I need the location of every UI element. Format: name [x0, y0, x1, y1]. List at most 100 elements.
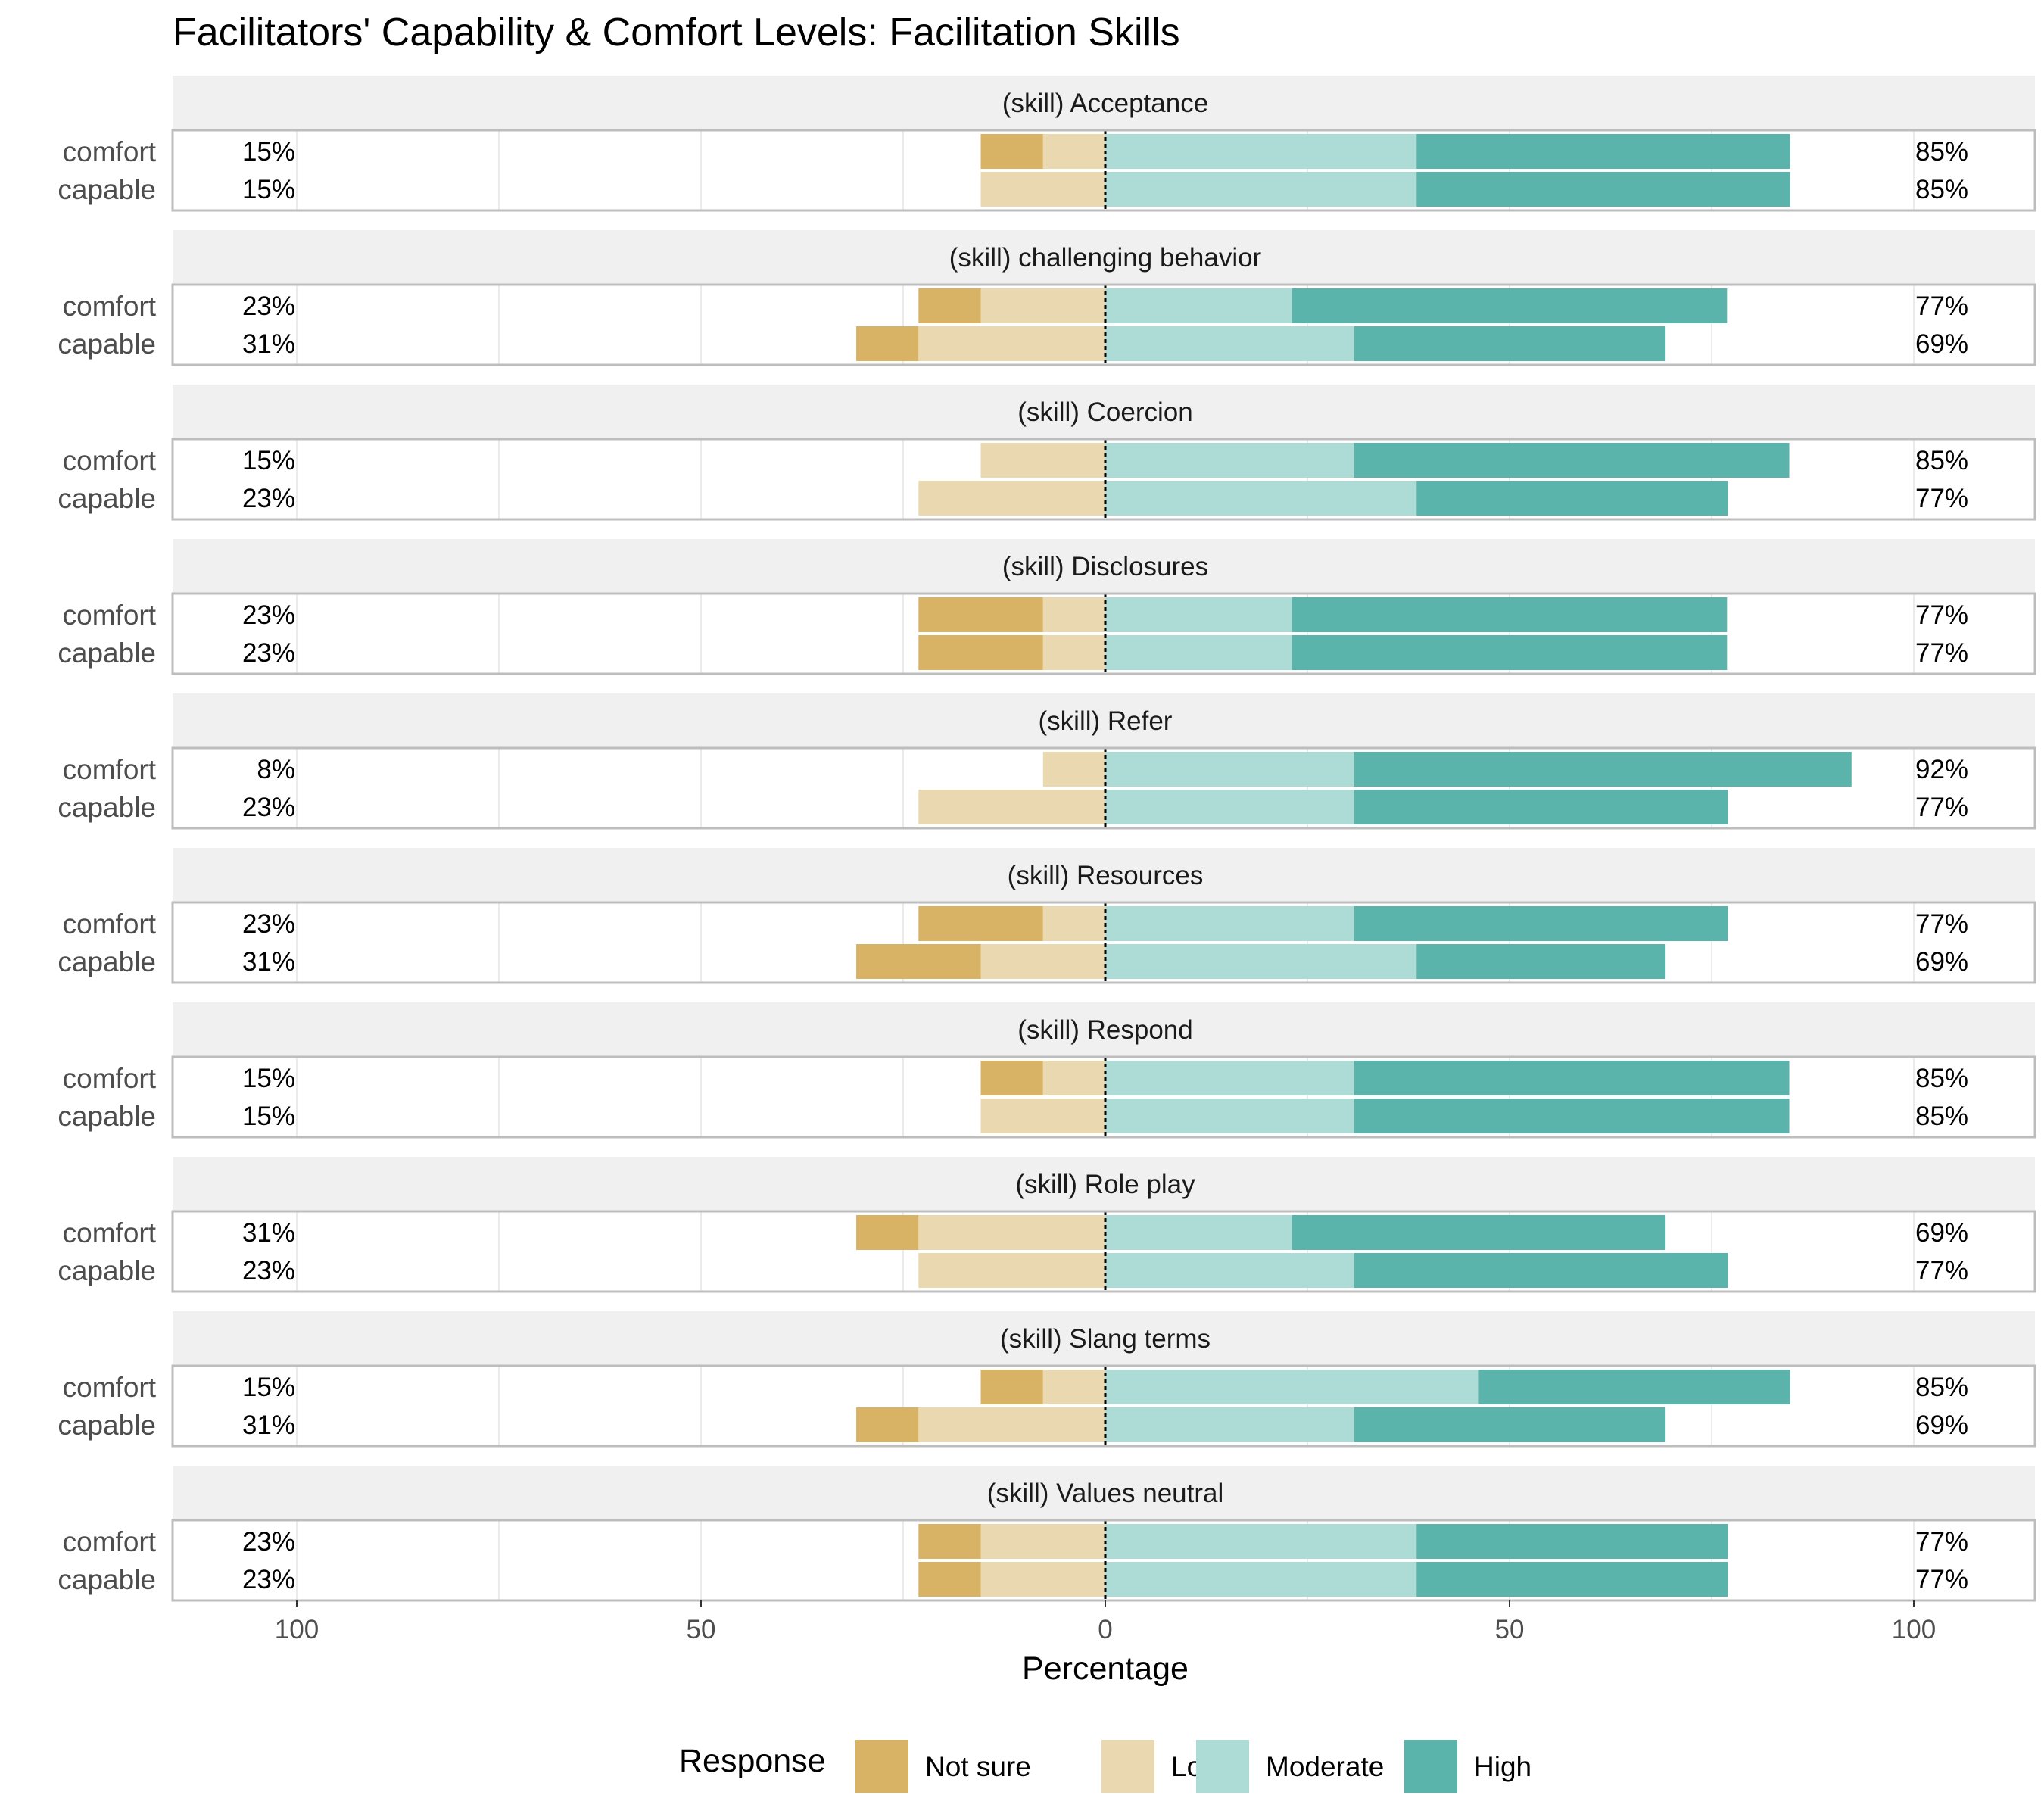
bar-moderate: [1105, 597, 1292, 632]
row-label-comfort: comfort: [63, 754, 157, 785]
facet-10: (skill) Values neutral comfort 23% 77% capab…: [58, 1466, 2036, 1602]
bar-low: [980, 172, 1105, 207]
right-percent-label: 77%: [1915, 1527, 1968, 1557]
bar-not-sure: [980, 1370, 1043, 1404]
facet-panel-border: [171, 438, 2036, 521]
right-percent-label: 69%: [1915, 1410, 1968, 1440]
bar-low: [1042, 1370, 1105, 1404]
x-tick-label: 50: [687, 1615, 716, 1644]
right-percent-label: 85%: [1915, 137, 1968, 167]
legend-swatch: [1404, 1740, 1457, 1793]
bar-moderate: [1105, 1562, 1417, 1597]
row-label-capable: capable: [58, 1101, 156, 1132]
bar-not-sure: [918, 1524, 981, 1559]
bar-not-sure: [918, 597, 1043, 632]
facet-3: (skill) Coercion comfort 15% 85% capable 23% 7…: [58, 385, 2036, 521]
bar-high: [1292, 635, 1728, 670]
facet-5: (skill) Refer comfort 8% 92% capable 23% 77%: [58, 693, 2036, 830]
right-percent-label: 85%: [1915, 1102, 1968, 1131]
left-percent-label: 31%: [242, 1410, 295, 1440]
facet-panel-border: [171, 1364, 2036, 1448]
x-tick-label: 100: [1892, 1615, 1936, 1644]
legend-item-moderate: Moderate: [1196, 1740, 1384, 1793]
right-percent-label: 77%: [1915, 909, 1968, 939]
row-label-comfort: comfort: [63, 136, 157, 167]
facet-strip: [173, 1002, 2035, 1057]
row-label-comfort: comfort: [63, 908, 157, 940]
legend-swatch: [1196, 1740, 1249, 1793]
bar-not-sure: [856, 1215, 919, 1250]
facet-panel-border: [171, 592, 2036, 675]
facet-strip: [173, 1157, 2035, 1211]
left-percent-label: 15%: [242, 1373, 295, 1402]
row-label-capable: capable: [58, 792, 156, 823]
row-label-capable: capable: [58, 637, 156, 669]
facets: (skill) Acceptance comfort 15% 85% capable 15…: [58, 76, 2036, 1602]
bar-low: [980, 1524, 1105, 1559]
bar-high: [1416, 134, 1790, 169]
left-percent-label: 31%: [242, 329, 295, 359]
legend-title: Response: [679, 1743, 826, 1779]
row-label-comfort: comfort: [63, 1526, 157, 1557]
facet-strip: [173, 230, 2035, 285]
bar-moderate: [1105, 1253, 1354, 1288]
row-label-capable: capable: [58, 1255, 156, 1286]
bar-high: [1354, 790, 1728, 824]
legend-item-high: High: [1404, 1740, 1531, 1793]
facet-strip-label: (skill) Role play: [1015, 1170, 1195, 1199]
bar-high: [1354, 1253, 1728, 1288]
bar-moderate: [1105, 481, 1417, 516]
bar-not-sure: [856, 944, 981, 979]
bar-high: [1354, 1407, 1666, 1442]
right-percent-label: 77%: [1915, 484, 1968, 513]
bar-moderate: [1105, 1215, 1292, 1250]
row-label-capable: capable: [58, 483, 156, 514]
facet-strip: [173, 693, 2035, 748]
bar-high: [1416, 481, 1728, 516]
x-axis-title: Percentage: [1022, 1650, 1189, 1687]
bar-low: [1042, 597, 1105, 632]
bar-moderate: [1105, 1370, 1479, 1404]
bar-low: [918, 1253, 1105, 1288]
facet-9: (skill) Slang terms comfort 15% 85% capable 3…: [58, 1311, 2036, 1448]
bar-moderate: [1105, 172, 1417, 207]
bar-low: [980, 1562, 1105, 1597]
left-percent-label: 23%: [242, 484, 295, 513]
bar-not-sure: [918, 635, 1043, 670]
bar-low: [1042, 752, 1105, 787]
left-percent-label: 15%: [242, 1064, 295, 1093]
bar-moderate: [1105, 326, 1354, 361]
bar-high: [1354, 752, 1852, 787]
bar-moderate: [1105, 134, 1417, 169]
bar-low: [1042, 134, 1105, 169]
facet-2: (skill) challenging behavior comfort 23% 77…: [58, 230, 2036, 366]
bar-high: [1416, 1562, 1728, 1597]
bar-high: [1292, 1215, 1666, 1250]
left-percent-label: 31%: [242, 1218, 295, 1248]
facet-strip-label: (skill) Acceptance: [1002, 89, 1208, 118]
bar-high: [1416, 1524, 1728, 1559]
bar-low: [1042, 906, 1105, 941]
facet-strip: [173, 1311, 2035, 1366]
facet-strip-label: (skill) Values neutral: [987, 1479, 1224, 1508]
right-percent-label: 77%: [1915, 1256, 1968, 1286]
bar-not-sure: [980, 134, 1043, 169]
left-percent-label: 15%: [242, 175, 295, 204]
bar-high: [1354, 906, 1728, 941]
facet-1: (skill) Acceptance comfort 15% 85% capable 15…: [58, 76, 2036, 212]
x-tick-label: 50: [1495, 1615, 1525, 1644]
left-percent-label: 23%: [242, 638, 295, 668]
facet-panel-border: [171, 1210, 2036, 1293]
bar-high: [1354, 1061, 1790, 1095]
bar-low: [1042, 1061, 1105, 1095]
left-percent-label: 23%: [242, 793, 295, 822]
right-percent-label: 77%: [1915, 793, 1968, 822]
x-tick-label: 100: [275, 1615, 319, 1644]
bar-moderate: [1105, 944, 1417, 979]
bar-high: [1354, 443, 1790, 478]
bar-high: [1292, 597, 1728, 632]
bar-low: [1042, 635, 1105, 670]
facet-strip: [173, 76, 2035, 130]
right-percent-label: 69%: [1915, 329, 1968, 359]
